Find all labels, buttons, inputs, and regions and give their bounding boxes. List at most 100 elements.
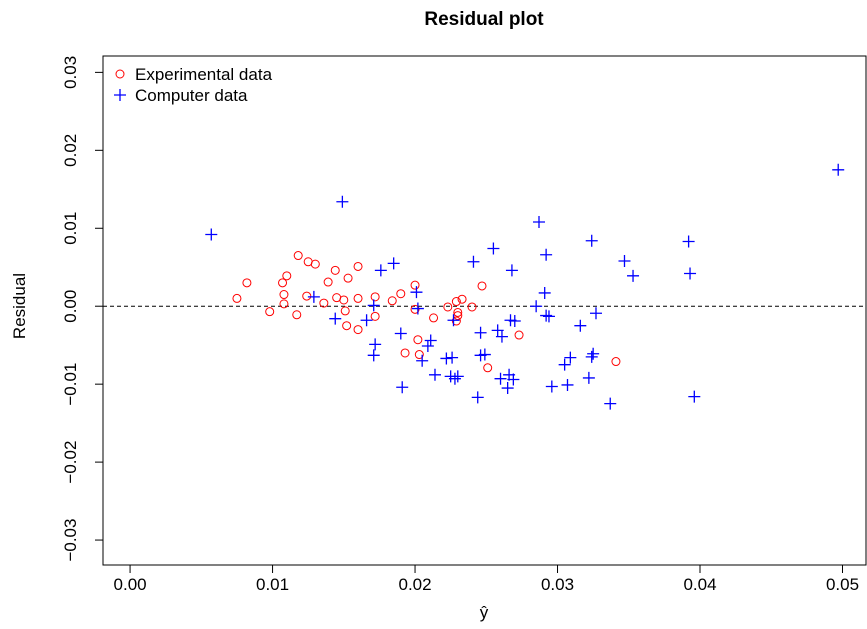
point	[505, 264, 518, 277]
point	[483, 363, 493, 373]
y-tick-label: −0.02	[61, 441, 80, 484]
point	[471, 391, 484, 404]
point	[832, 163, 845, 176]
x-tick-label: 0.04	[683, 575, 716, 594]
y-tick-label: 0.02	[61, 134, 80, 167]
point	[396, 289, 406, 299]
point	[448, 372, 461, 385]
y-axis-label: Residual	[10, 273, 29, 339]
x-tick-label: 0.00	[114, 575, 147, 594]
point	[292, 310, 302, 320]
y-tick-label: 0.00	[61, 290, 80, 323]
point	[428, 368, 441, 381]
point	[440, 352, 453, 365]
y-tick-label: −0.01	[61, 363, 80, 406]
x-tick-label: 0.03	[541, 575, 574, 594]
point	[467, 302, 477, 312]
point	[310, 259, 320, 269]
point	[370, 311, 380, 321]
point	[339, 295, 349, 305]
point	[323, 277, 333, 287]
point	[495, 330, 508, 343]
point	[413, 335, 423, 345]
point	[319, 298, 329, 308]
point	[558, 358, 571, 371]
point	[336, 195, 349, 208]
point	[410, 286, 423, 299]
point	[279, 299, 289, 309]
point	[611, 357, 621, 367]
point	[242, 278, 252, 288]
point	[369, 338, 382, 351]
point	[396, 381, 409, 394]
point	[688, 390, 701, 403]
point	[429, 313, 439, 323]
point	[684, 267, 697, 280]
point	[411, 302, 424, 315]
point	[491, 324, 504, 337]
point	[585, 234, 598, 247]
point	[394, 327, 407, 340]
x-tick-label: 0.05	[826, 575, 859, 594]
point	[451, 370, 464, 383]
legend-label: Computer data	[135, 86, 248, 105]
legend-marker	[115, 69, 125, 79]
point	[342, 321, 352, 331]
point	[387, 257, 400, 270]
x-axis-label: ŷ	[480, 603, 489, 622]
point	[587, 347, 600, 360]
point	[514, 330, 524, 340]
point	[265, 307, 275, 317]
point	[340, 306, 350, 316]
point	[501, 382, 514, 395]
plot-frame	[102, 55, 867, 566]
point	[574, 319, 587, 332]
point	[564, 351, 577, 364]
point	[542, 310, 555, 323]
point	[508, 315, 521, 328]
point	[367, 299, 380, 312]
point	[443, 302, 453, 312]
point	[474, 326, 487, 339]
point	[585, 350, 598, 363]
point	[410, 280, 420, 290]
point	[447, 314, 460, 327]
point	[494, 372, 507, 385]
point	[589, 307, 602, 320]
point	[416, 354, 429, 367]
point	[540, 248, 553, 261]
point	[457, 294, 467, 304]
point	[370, 292, 380, 302]
point	[507, 373, 520, 386]
point	[545, 380, 558, 393]
point	[232, 293, 242, 303]
point	[353, 293, 363, 303]
point	[329, 312, 342, 325]
point	[374, 264, 387, 277]
point	[530, 300, 543, 313]
point	[451, 297, 461, 307]
point	[360, 314, 373, 327]
point	[424, 334, 437, 347]
point	[477, 281, 487, 291]
point	[582, 371, 595, 384]
point	[538, 286, 551, 299]
x-tick-label: 0.02	[398, 575, 431, 594]
y-tick-label: 0.01	[61, 212, 80, 245]
point	[367, 349, 380, 362]
point	[205, 228, 218, 241]
point	[302, 291, 312, 301]
point	[446, 351, 459, 364]
point	[487, 242, 500, 255]
point	[414, 350, 424, 360]
point	[627, 269, 640, 282]
point	[478, 348, 491, 361]
y-tick-label: −0.03	[61, 519, 80, 562]
point	[410, 304, 420, 314]
chart-title: Residual plot	[424, 9, 544, 30]
point	[561, 378, 574, 391]
point	[293, 251, 303, 261]
point	[540, 309, 553, 322]
point	[353, 325, 363, 335]
